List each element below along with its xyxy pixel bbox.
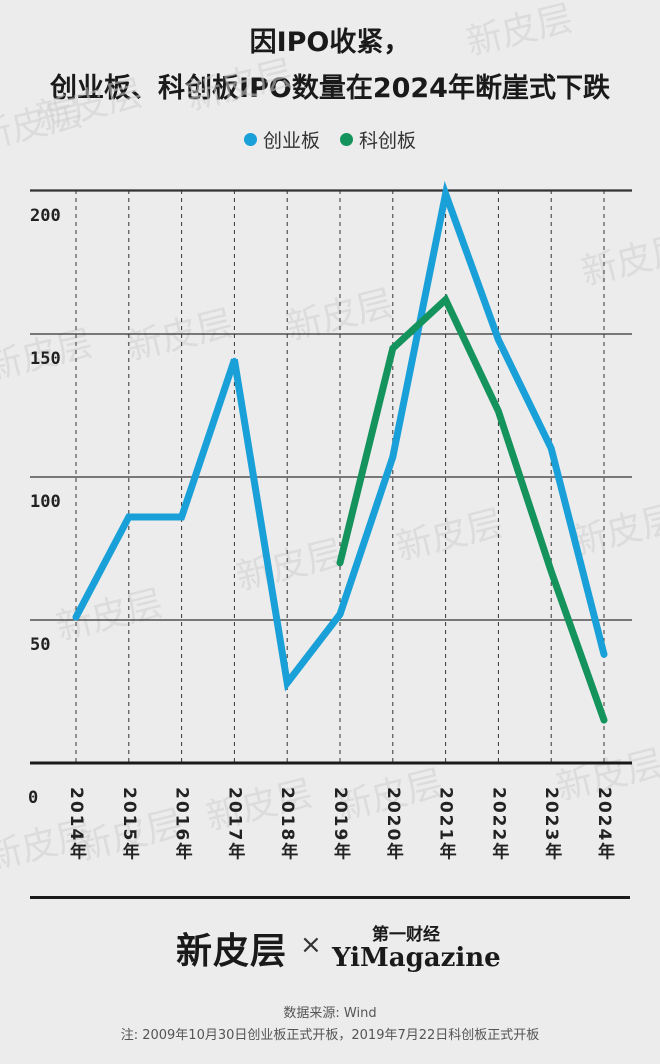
watermark-text: 新皮层 [202, 773, 317, 839]
chart-title-line-2: 创业板、科创板IPO数量在2024年断崖式下跌 [50, 73, 610, 104]
footnote: 注: 2009年10月30日创业板正式开板，2019年7月22日科创板正式开板 [120, 1028, 540, 1043]
data-point [602, 652, 606, 657]
x-tick-label: 2018年 [277, 787, 298, 861]
x-tick-label: 2022年 [488, 787, 509, 861]
data-point [338, 560, 342, 565]
watermark-text: 新皮层 [282, 283, 397, 349]
legend-swatch-chuangye [243, 133, 257, 146]
data-point [390, 454, 395, 459]
watermark-text: 新皮层 [462, 0, 577, 64]
logo-yimagazine: 第一财经 YiMagazine [332, 920, 501, 973]
watermark-text: 新皮层 [122, 303, 237, 369]
watermark-text: 新皮层 [32, 73, 147, 139]
data-point [285, 680, 290, 685]
x-tick-label: 2015年 [119, 787, 140, 861]
x-tick-label: 2017年 [224, 787, 245, 861]
series-line-kechuang [336, 293, 608, 724]
legend-item-kechuang: 科创板 [340, 126, 416, 153]
watermark-text: 新皮层 [392, 503, 507, 569]
data-point [443, 297, 448, 302]
x-tick-label: 2021年 [436, 787, 457, 861]
data-point [74, 615, 78, 620]
watermark-text: 新皮层 [577, 228, 660, 294]
data-point [549, 446, 554, 451]
y-tick-label: 0 [28, 788, 38, 808]
data-point [549, 569, 554, 574]
data-source: 数据来源: Wind [283, 1006, 377, 1021]
x-tick-label: 2019年 [330, 787, 351, 861]
watermark-text: 新皮层 [182, 53, 297, 119]
data-point [232, 357, 237, 362]
y-tick-label: 50 [30, 635, 50, 655]
data-point [126, 515, 131, 520]
y-tick-label: 100 [30, 492, 61, 512]
watermark-text: 新皮层 [232, 533, 347, 599]
chart-legend: 创业板 科创板 [0, 126, 660, 153]
x-tick-label: 2016年 [172, 787, 193, 861]
data-point [496, 337, 501, 342]
legend-swatch-kechuang [340, 133, 353, 146]
y-tick-label: 200 [30, 206, 61, 226]
legend-label-kechuang: 科创板 [359, 130, 417, 152]
logo-yimagazine-en: YiMagazine [332, 943, 501, 973]
x-tick-label: 2020年 [383, 787, 404, 861]
legend-item-chuangye: 创业板 [243, 126, 320, 153]
logo-xinpiceng: 新皮层 [176, 930, 288, 972]
data-point [496, 409, 501, 414]
chart-title-line-1: 因IPO收紧， [249, 27, 411, 58]
footer-rule [30, 896, 630, 899]
legend-label-chuangye: 创业板 [262, 130, 320, 152]
data-point [443, 191, 448, 196]
logo-separator: × [300, 930, 322, 960]
y-tick-label: 150 [30, 349, 61, 369]
logo-yimagazine-cn: 第一财经 [372, 925, 440, 945]
x-tick-label: 2023年 [541, 787, 562, 861]
data-point [602, 718, 606, 723]
x-tick-label: 2014年 [66, 787, 87, 861]
data-point [179, 515, 184, 520]
watermark-text: 新皮层 [52, 583, 167, 649]
x-tick-label: 2024年 [594, 787, 615, 861]
data-point [338, 612, 342, 617]
data-point [390, 346, 395, 351]
